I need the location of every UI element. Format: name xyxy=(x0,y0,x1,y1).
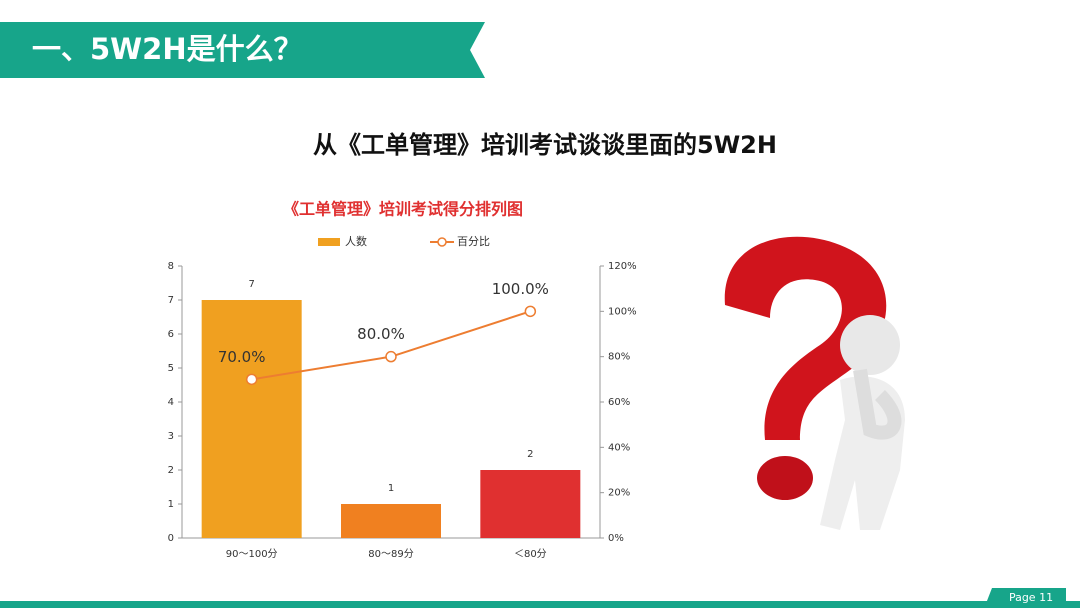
legend-label: 人数 xyxy=(345,235,367,248)
chart-title: 《工单管理》培训考试得分排列图 xyxy=(283,200,523,219)
y-tick-label: 5 xyxy=(168,363,174,374)
y-tick-label: 4 xyxy=(168,397,174,408)
y-tick-label: 8 xyxy=(168,261,174,272)
y-tick-label: 1 xyxy=(168,499,174,510)
question-figure xyxy=(724,236,905,530)
bar-value-label: 1 xyxy=(388,483,394,494)
page-tab xyxy=(985,588,1066,606)
footer-bar xyxy=(0,601,1080,608)
x-tick-label: 80～89分 xyxy=(368,548,413,560)
y-tick-label: 6 xyxy=(168,329,174,340)
bar xyxy=(480,470,581,538)
bar-value-label: 2 xyxy=(527,449,533,460)
x-tick-label: 90～100分 xyxy=(226,548,278,560)
line-value-label: 70.0% xyxy=(218,348,266,366)
y-tick-label: 2 xyxy=(168,465,174,476)
subtitle: 从《工单管理》培训考试谈谈里面的5W2H xyxy=(313,131,777,159)
y2-tick-label: 20% xyxy=(608,488,630,499)
y2-tick-label: 40% xyxy=(608,442,630,453)
y-tick-label: 7 xyxy=(168,295,174,306)
bar xyxy=(201,300,302,538)
line-point xyxy=(385,350,397,363)
page-number: Page 11 xyxy=(1009,591,1053,604)
slide-title: 一、5W2H是什么？ xyxy=(32,32,303,66)
y2-tick-label: 120% xyxy=(608,261,637,272)
y2-tick-label: 80% xyxy=(608,352,630,363)
y2-tick-label: 60% xyxy=(608,397,630,408)
y2-tick-label: 100% xyxy=(608,306,637,317)
legend-label: 百分比 xyxy=(457,235,490,248)
line-value-label: 80.0% xyxy=(357,325,405,343)
bar xyxy=(341,504,441,538)
bar-value-label: 7 xyxy=(248,279,254,290)
legend-swatch xyxy=(318,238,340,246)
legend-swatch xyxy=(437,237,447,247)
line-point xyxy=(245,373,258,386)
x-tick-label: ＜80分 xyxy=(514,548,547,560)
line-value-label: 100.0% xyxy=(492,280,549,298)
line-point xyxy=(524,305,537,318)
y2-tick-label: 0% xyxy=(608,533,624,544)
y-tick-label: 0 xyxy=(168,533,174,544)
y-tick-label: 3 xyxy=(168,431,174,442)
title-banner xyxy=(0,22,485,78)
